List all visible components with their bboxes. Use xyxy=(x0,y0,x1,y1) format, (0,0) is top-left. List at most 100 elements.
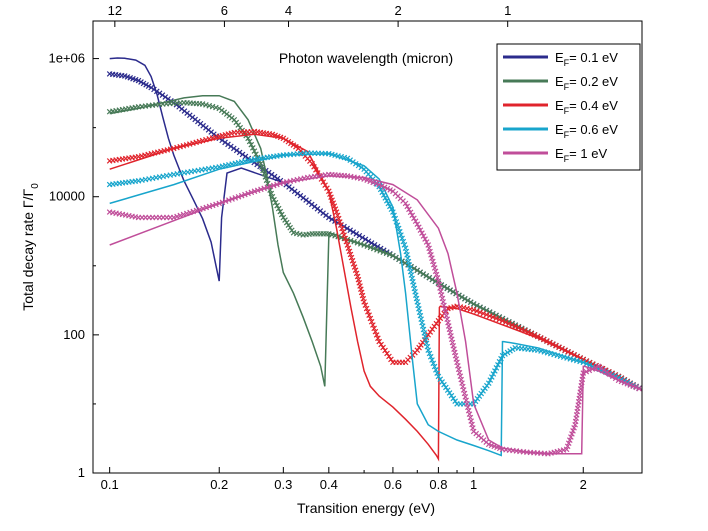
data-point-marker xyxy=(563,446,570,453)
plot-frame xyxy=(92,20,643,474)
data-point-marker xyxy=(414,221,421,228)
series-line xyxy=(109,133,642,462)
top-tick-label: 4 xyxy=(285,3,292,18)
data-point-marker xyxy=(384,185,391,192)
data-point-marker xyxy=(361,299,367,305)
data-point-marker xyxy=(419,230,425,236)
svg-text:Total decay rate Γ/Γ0: Total decay rate Γ/Γ0 xyxy=(20,183,41,311)
data-point-marker xyxy=(378,341,384,348)
data-point-marker xyxy=(170,214,177,221)
data-point-marker xyxy=(411,215,417,222)
data-point-marker xyxy=(488,374,495,380)
data-point-marker xyxy=(159,92,166,98)
data-point-marker xyxy=(568,434,574,440)
data-point-marker xyxy=(412,218,419,225)
y-axis-label: Total decay rate Γ/Γ0 xyxy=(20,183,41,311)
top-tick-label: 6 xyxy=(221,3,228,18)
data-point-marker xyxy=(396,228,403,235)
data-point-marker xyxy=(509,346,516,353)
data-point-marker xyxy=(452,398,458,405)
data-point-marker xyxy=(470,307,477,313)
data-point-marker xyxy=(379,189,386,196)
series-layer xyxy=(106,57,642,462)
data-point-marker xyxy=(490,314,496,320)
data-point-marker xyxy=(480,310,487,317)
data-point-marker xyxy=(496,358,503,365)
legend: EF= 0.1 eV EF= 0.2 eV EF= 0.4 eV EF= 0.6 eV… xyxy=(496,43,641,171)
data-point-marker xyxy=(274,202,280,209)
y-tick-label: 1e+06 xyxy=(48,51,85,66)
data-point-marker xyxy=(257,160,264,167)
data-point-marker xyxy=(285,222,292,228)
data-point-marker xyxy=(271,173,278,180)
legend-box xyxy=(496,43,641,171)
data-point-marker xyxy=(376,181,382,188)
data-point-marker xyxy=(502,319,509,326)
data-point-marker xyxy=(282,217,288,223)
data-point-marker xyxy=(404,203,411,210)
data-point-marker xyxy=(399,235,405,242)
data-point-marker xyxy=(265,169,272,176)
data-point-marker xyxy=(283,219,290,226)
data-point-marker xyxy=(429,357,435,363)
data-point-marker xyxy=(386,353,392,360)
data-point-marker xyxy=(490,371,497,377)
data-point-marker xyxy=(343,238,350,245)
data-point-marker xyxy=(416,224,422,230)
data-point-marker xyxy=(406,206,412,213)
data-point-marker xyxy=(506,320,512,327)
data-point-marker xyxy=(370,322,376,328)
data-point-marker xyxy=(351,264,358,270)
data-point-marker xyxy=(334,212,341,219)
data-point-marker xyxy=(368,318,375,325)
data-point-marker xyxy=(342,235,349,242)
x-tick-label: 2 xyxy=(580,477,587,492)
data-point-marker xyxy=(420,233,427,239)
legend-value: = 0.2 eV xyxy=(569,74,618,89)
data-point-marker xyxy=(376,338,382,345)
data-point-marker xyxy=(280,214,287,221)
data-point-marker xyxy=(365,308,371,315)
legend-value: = 0.6 eV xyxy=(569,122,618,137)
data-point-marker xyxy=(268,171,275,178)
data-point-marker xyxy=(225,141,231,148)
data-point-marker xyxy=(401,242,408,248)
data-point-marker xyxy=(565,440,572,447)
data-point-marker xyxy=(335,215,342,222)
data-point-marker xyxy=(434,370,440,376)
data-point-marker xyxy=(477,309,483,316)
data-point-marker xyxy=(507,348,513,354)
x-tick-label: 1 xyxy=(470,477,477,492)
data-point-marker xyxy=(431,363,438,370)
data-point-marker xyxy=(499,317,506,324)
data-point-marker xyxy=(569,431,575,437)
data-point-marker xyxy=(242,153,249,160)
legend-subscript: F xyxy=(564,106,570,116)
data-point-marker xyxy=(583,368,590,375)
data-point-marker xyxy=(598,365,605,372)
data-point-marker xyxy=(566,437,573,443)
data-point-marker xyxy=(486,313,493,319)
data-point-marker xyxy=(423,239,430,245)
data-point-marker xyxy=(336,219,343,225)
data-point-marker xyxy=(162,94,169,100)
data-point-marker xyxy=(353,270,360,277)
data-point-marker xyxy=(373,332,380,338)
data-point-marker xyxy=(512,323,519,330)
data-point-marker xyxy=(344,242,351,248)
data-point-marker xyxy=(427,353,434,360)
data-point-marker xyxy=(349,257,356,264)
data-point-marker xyxy=(409,212,416,219)
data-point-marker xyxy=(272,199,279,206)
data-point-marker xyxy=(341,232,347,238)
legend-subscript: F xyxy=(564,58,570,68)
data-point-marker xyxy=(380,344,386,351)
y-tick-label: 10000 xyxy=(49,189,85,204)
data-point-marker xyxy=(485,380,492,386)
x-tick-label: 0.4 xyxy=(320,477,338,492)
data-point-marker xyxy=(332,206,339,212)
data-point-marker xyxy=(253,151,259,158)
data-point-marker xyxy=(483,311,490,318)
